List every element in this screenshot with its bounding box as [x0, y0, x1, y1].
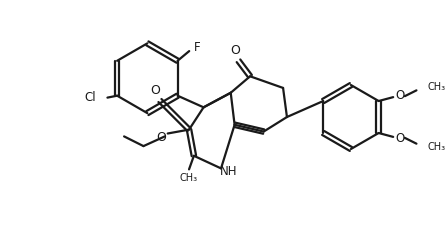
Text: NH: NH — [220, 165, 238, 178]
Text: CH₃: CH₃ — [427, 82, 445, 92]
Text: O: O — [150, 84, 160, 97]
Text: O: O — [231, 44, 240, 57]
Text: Cl: Cl — [84, 91, 96, 104]
Text: O: O — [156, 131, 166, 144]
Text: O: O — [395, 132, 405, 145]
Text: CH₃: CH₃ — [180, 173, 198, 183]
Text: O: O — [395, 89, 405, 102]
Text: F: F — [194, 41, 200, 54]
Text: CH₃: CH₃ — [427, 141, 445, 152]
